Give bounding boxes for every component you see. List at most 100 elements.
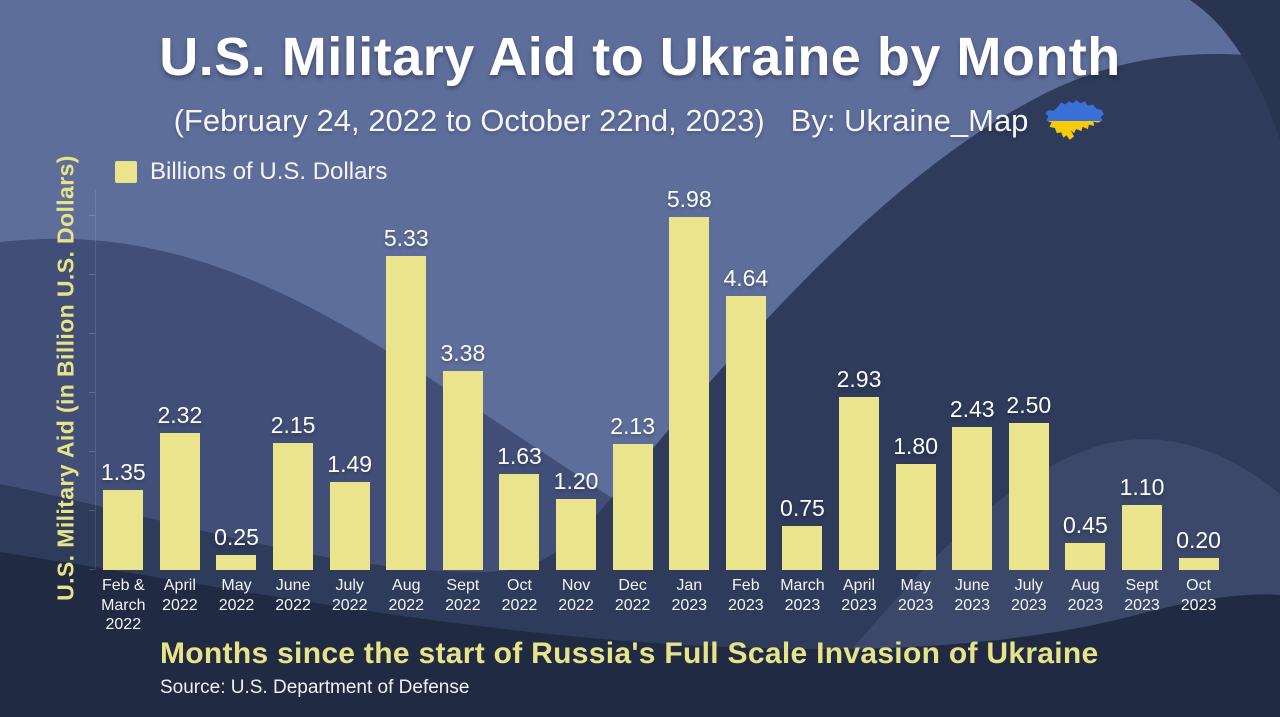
bar-group: 0.75 [774, 495, 831, 570]
x-axis-label: Feb 2023 [728, 577, 764, 614]
y-axis-tick [89, 215, 95, 216]
bar-group: 0.25 [208, 524, 265, 570]
bar-value-label: 1.10 [1119, 474, 1165, 501]
y-axis-tick [89, 392, 95, 393]
ukraine-map-flag-icon [1045, 100, 1105, 140]
background-bottom-band [0, 552, 1280, 717]
y-axis-tick [89, 333, 95, 334]
bar-value-label: 2.13 [610, 413, 656, 440]
x-axis-label: Dec 2022 [614, 577, 651, 614]
bar-group: 0.45 [1057, 512, 1114, 570]
bar [329, 482, 370, 570]
y-axis-tick [89, 451, 95, 452]
subtitle-row: (February 24, 2022 to October 22nd, 2023… [0, 98, 1280, 143]
bar-group: 1.10 [1114, 474, 1171, 570]
x-axis-label: June 2022 [275, 577, 311, 614]
bar-group: 1.63 [491, 443, 548, 570]
bar-value-label: 3.38 [440, 339, 486, 366]
bar-value-label: 1.63 [497, 442, 542, 469]
bar-value-label: 0.20 [1176, 527, 1221, 554]
x-axis-label: July 2023 [1011, 577, 1047, 614]
bar-group: 2.13 [604, 413, 661, 570]
bar-group: 2.15 [265, 412, 322, 570]
x-axis-label: June 2023 [954, 577, 990, 614]
bar-group: 2.43 [944, 396, 1001, 570]
bar-value-label: 2.50 [1006, 391, 1052, 418]
bar [499, 473, 540, 570]
x-axis-label: Aug 2022 [388, 577, 425, 614]
bar-value-label: 0.75 [780, 494, 825, 521]
x-axis-label: Aug 2023 [1067, 577, 1104, 614]
bar-value-label: 5.98 [666, 186, 712, 213]
bar [1178, 558, 1219, 570]
date-range-subtitle: (February 24, 2022 to October 22nd, 2023… [173, 102, 765, 138]
y-axis-title: U.S. Military Aid (in Billion U.S. Dolla… [52, 155, 79, 601]
bar-group: 5.98 [661, 186, 718, 570]
x-axis-label: Sept 2022 [445, 577, 481, 614]
bar-chart: 1.35 2.32 0.25 2.15 1.49 5.33 3.38 1.63 1.20 2.13… [95, 180, 1227, 570]
x-axis-label: Oct 2023 [1180, 577, 1217, 614]
bar [442, 370, 483, 570]
bar-group: 1.20 [548, 468, 605, 570]
x-axis-label: Sept 2023 [1124, 577, 1160, 614]
x-axis-label: Jan 2023 [671, 577, 708, 614]
bar [612, 444, 653, 570]
author-byline: By: Ukraine_Map [790, 102, 1029, 138]
bar-value-label: 4.64 [723, 265, 769, 292]
bar-value-label: 1.49 [327, 451, 373, 478]
bar [1008, 422, 1049, 570]
bar-group: 1.80 [887, 433, 944, 570]
bar-group: 2.32 [152, 402, 209, 570]
bar-group: 2.50 [1001, 391, 1058, 570]
bar [103, 490, 144, 570]
legend-label: Billions of U.S. Dollars [150, 158, 388, 185]
source-credit: Source: U.S. Department of Defense [160, 677, 470, 698]
bar-group: 5.33 [378, 225, 435, 570]
x-axis-label: May 2022 [218, 577, 255, 614]
x-axis-label: April 2022 [162, 577, 198, 614]
x-axis-label: May 2023 [897, 577, 934, 614]
x-axis-label: Feb & March 2022 [101, 577, 146, 634]
bar [669, 217, 710, 570]
y-axis-line [89, 190, 96, 570]
x-axis-label: Nov 2022 [558, 577, 594, 614]
bar-group: 0.20 [1170, 527, 1227, 570]
bar [895, 463, 936, 570]
bar-value-label: 1.35 [100, 459, 146, 486]
bar-value-label: 2.15 [270, 412, 316, 439]
bar-value-label: 1.20 [553, 468, 599, 495]
bar-group: 4.64 [718, 265, 775, 570]
x-axis-label: April 2023 [841, 577, 877, 614]
bar-group: 1.35 [95, 459, 152, 570]
page-title: U.S. Military Aid to Ukraine by Month [159, 27, 1121, 87]
bar-value-label: 1.80 [893, 432, 938, 459]
bar [952, 426, 993, 570]
bar [159, 433, 200, 570]
bar-group: 1.49 [321, 451, 378, 570]
x-axis-labels: Feb & March 2022 April 2022 May 2022 June 2… [95, 576, 1227, 635]
y-axis-tick [89, 510, 95, 511]
bar-value-label: 0.25 [214, 524, 259, 551]
bar-value-label: 2.32 [157, 402, 203, 429]
legend: Billions of U.S. Dollars [115, 158, 387, 186]
bar-value-label: 2.93 [836, 366, 882, 393]
bar-group: 2.93 [831, 366, 888, 570]
bar [556, 499, 597, 570]
bar [725, 296, 766, 570]
bar [839, 397, 880, 570]
y-axis-tick [89, 274, 95, 275]
x-axis-label: July 2022 [331, 577, 368, 614]
bar [273, 443, 314, 570]
bar [1065, 543, 1106, 570]
bar [386, 255, 427, 570]
bar-group: 3.38 [435, 340, 492, 570]
bar-value-label: 2.43 [949, 395, 995, 422]
x-axis-title: Months since the start of Russia's Full … [160, 637, 1099, 670]
y-axis-tick [89, 569, 95, 570]
x-axis-label: March 2023 [780, 577, 825, 614]
x-axis-label: Oct 2022 [501, 577, 538, 614]
legend-swatch [115, 161, 137, 183]
bar [216, 555, 257, 570]
bar-value-label: 5.33 [383, 224, 429, 251]
